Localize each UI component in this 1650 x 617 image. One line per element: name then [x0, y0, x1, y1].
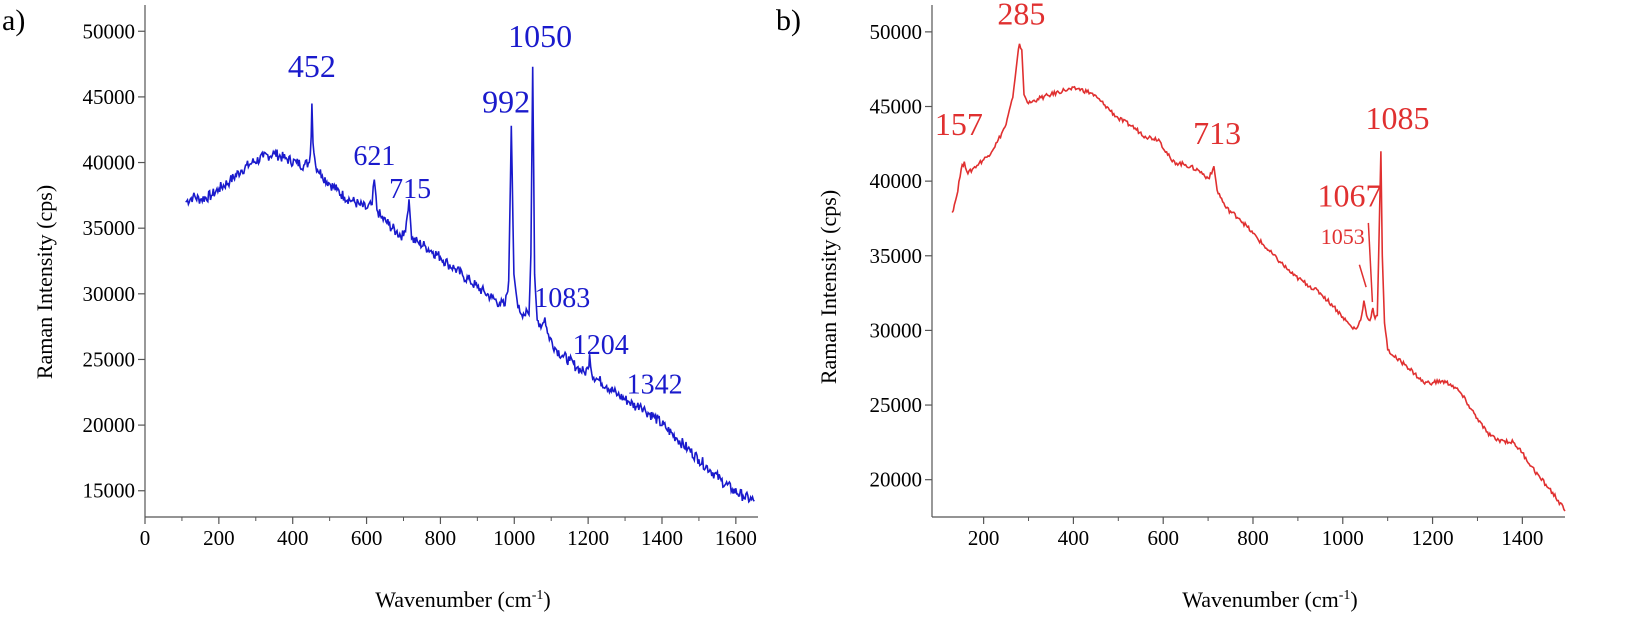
panel-b-y-tick-label: 50000 — [870, 20, 923, 44]
panel-a-label: a) — [2, 4, 25, 37]
panel-b-peak-label: 1053 — [1321, 224, 1365, 249]
panel-a-peak-label: 452 — [288, 48, 336, 84]
panel-a-y-tick-label: 35000 — [83, 216, 136, 240]
panel-a-x-tick-label: 1600 — [715, 526, 757, 550]
panel-a-x-tick-label: 600 — [351, 526, 383, 550]
panel-a-x-tick-label: 800 — [425, 526, 457, 550]
panel-a-y-tick-label: 40000 — [83, 151, 136, 175]
panel-a-y-axis-title: Raman Intensity (cps) — [32, 185, 57, 379]
panel-a-y-tick-label: 50000 — [83, 19, 136, 43]
panel-a-x-tick-label: 1200 — [567, 526, 609, 550]
panel-b-x-tick-label: 1400 — [1501, 526, 1543, 550]
panel-a-peak-label: 1204 — [573, 330, 629, 361]
panel-a-y-tick-label: 30000 — [83, 282, 136, 306]
panel-b-label: b) — [776, 4, 801, 37]
panel-a-x-axis-title-sup: -1 — [532, 588, 544, 603]
panel-a-peak-label: 1342 — [627, 370, 683, 401]
panel-b-x-tick-label: 600 — [1147, 526, 1179, 550]
panel-b-y-tick-label: 30000 — [870, 318, 923, 342]
panel-a-y-tick-label: 20000 — [83, 413, 136, 437]
panel-b-pointer-line — [1358, 264, 1367, 288]
panel-a-x-tick-label: 400 — [277, 526, 309, 550]
panel-b-peak-label: 1067 — [1318, 178, 1382, 214]
panel-a-peak-label: 1050 — [508, 18, 572, 54]
panel-a-y-tick-label: 45000 — [83, 85, 136, 109]
panel-b-x-tick-label: 1000 — [1322, 526, 1364, 550]
panel-b-y-tick-label: 40000 — [870, 169, 923, 193]
panel-a-x-axis-title: Wavenumber (cm-1) — [375, 587, 550, 612]
panel-b-x-tick-label: 800 — [1237, 526, 1269, 550]
panel-a-peak-label: 1083 — [534, 283, 590, 314]
panel-a-peak-label: 992 — [482, 84, 530, 120]
panel-a-x-tick-label: 1400 — [641, 526, 683, 550]
panel-b-peak-label: 157 — [935, 106, 983, 142]
panel-b-pointer-line — [1367, 222, 1374, 303]
panel-a-peak-label: 715 — [389, 174, 431, 205]
panel-a-y-tick-label: 25000 — [83, 347, 136, 371]
panel-b-x-axis-title-main: Wavenumber (cm — [1182, 587, 1338, 612]
panel-b-y-tick-label: 20000 — [870, 468, 923, 492]
panel-b: b) Raman Intensity (cps) Wavenumber (cm-… — [776, 0, 1566, 612]
panel-b-x-axis-title-end: ) — [1350, 587, 1357, 612]
panel-b-x-axis-title: Wavenumber (cm-1) — [1182, 587, 1357, 612]
panel-b-axes: 20000 25000 30000 35000 40000 45000 50000 200 40… — [870, 5, 1565, 550]
panel-a-x-axis-title-main: Wavenumber (cm — [375, 587, 531, 612]
panel-a-spectrum-line — [185, 66, 755, 504]
panel-b-x-axis-title-sup: -1 — [1339, 588, 1351, 603]
panel-a-axes: 15000 20000 25000 30000 35000 40000 45000 50000… — [83, 5, 758, 550]
panel-b-peak-label: 713 — [1193, 115, 1241, 151]
panel-b-peak-label: 285 — [997, 0, 1045, 31]
panel-b-y-tick-label: 35000 — [870, 244, 923, 268]
panel-a-y-tick-label: 15000 — [83, 479, 136, 503]
panel-a-x-tick-label: 200 — [203, 526, 235, 550]
panel-b-spectrum-line — [951, 43, 1566, 512]
panel-b-y-tick-label: 45000 — [870, 95, 923, 119]
panel-b-peak-label: 1085 — [1366, 100, 1430, 136]
panel-a-peak-label: 621 — [353, 141, 395, 172]
panel-b-x-tick-label: 200 — [968, 526, 1000, 550]
panel-a-x-axis-title-end: ) — [543, 587, 550, 612]
panel-b-y-axis-title: Raman Intensity (cps) — [816, 190, 841, 384]
panel-b-x-tick-label: 1200 — [1412, 526, 1454, 550]
panel-a-x-tick-label: 1000 — [493, 526, 535, 550]
panel-b-peak-labels: 157 285 713 1053 1067 1085 — [935, 0, 1430, 249]
panel-b-pointer-lines — [1358, 222, 1374, 303]
panel-b-x-tick-label: 400 — [1058, 526, 1090, 550]
panel-a: a) Raman Intensity (cps) Wavenumber (cm-… — [2, 4, 758, 612]
panel-b-y-tick-label: 25000 — [870, 393, 923, 417]
panel-a-x-tick-label: 0 — [140, 526, 151, 550]
